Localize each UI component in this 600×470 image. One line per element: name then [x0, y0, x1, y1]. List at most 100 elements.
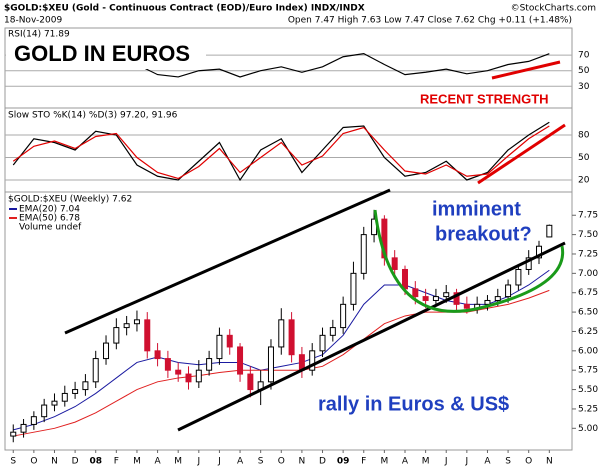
annotation: rally in Euros & US$: [318, 393, 509, 415]
x-tick-label: F: [361, 457, 366, 467]
x-tick-label: S: [258, 457, 264, 467]
candle-body: [206, 358, 213, 371]
annotations: [64, 60, 566, 432]
candle-body: [10, 431, 17, 437]
x-tick-label: D: [319, 457, 326, 467]
y-tick-label: 7.50: [578, 230, 598, 240]
candle-body: [30, 416, 37, 425]
candle-body: [82, 381, 89, 391]
cup-arc: [373, 209, 565, 313]
candle-body: [463, 303, 470, 309]
candle-body: [401, 268, 408, 290]
annotation: GOLD IN EUROS: [14, 41, 190, 66]
candle-body: [123, 323, 130, 329]
candle-body: [350, 272, 357, 305]
x-tick-label: M: [380, 457, 388, 467]
header-source: ©StockCharts.com: [511, 4, 596, 14]
x-tick-label: O: [525, 457, 532, 467]
y-tick-label: 6.25: [578, 327, 598, 337]
candle-body: [216, 334, 223, 360]
x-tick-label: A: [402, 457, 409, 467]
y-tick-label: 6.50: [578, 308, 598, 318]
x-tick-label: A: [154, 457, 161, 467]
candle-body: [195, 369, 202, 383]
legend-entry: Volume undef: [19, 223, 82, 233]
candle-body: [226, 334, 233, 348]
x-tick-label: J: [196, 457, 200, 467]
candle-body: [494, 296, 501, 301]
header-symbol: $GOLD:$XEU (Gold - Continuous Contract (…: [4, 4, 365, 14]
candle-body: [164, 358, 171, 371]
candle-body: [443, 292, 450, 298]
x-tick-label: M: [422, 457, 430, 467]
candle-body: [453, 292, 460, 305]
annotation: RECENT STRENGTH: [420, 91, 549, 106]
candle-body: [288, 319, 295, 356]
candle-body: [412, 288, 419, 298]
y-tick-label: 5.00: [578, 424, 598, 434]
x-tick-label: A: [237, 457, 244, 467]
candle-body: [329, 327, 336, 336]
candle-body: [92, 358, 99, 383]
x-tick-label: F: [114, 457, 119, 467]
panel-title: RSI(14) 71.89: [8, 30, 70, 40]
series-line: [12, 125, 550, 180]
y-tick-label: 70: [578, 51, 590, 61]
legend-entry: $GOLD:$XEU (Weekly) 7.62: [8, 195, 132, 205]
x-tick-label: 08: [89, 457, 102, 467]
candle-body: [41, 404, 48, 418]
candle-body: [422, 296, 429, 301]
y-tick-label: 80: [578, 131, 590, 141]
candle-body: [51, 400, 58, 406]
candle-body: [267, 346, 274, 383]
candle-body: [515, 268, 522, 286]
candle-body: [432, 296, 439, 301]
x-tick-label: J: [217, 457, 221, 467]
channel-lower: [177, 241, 566, 432]
y-tick-label: 7.25: [578, 249, 598, 259]
annotation: breakout?: [435, 223, 532, 245]
y-tick-label: 5.75: [578, 366, 598, 376]
candle-body: [103, 342, 110, 360]
candle-body: [237, 346, 244, 375]
x-tick-label: O: [30, 457, 37, 467]
candle-body: [505, 284, 512, 298]
candle-body: [247, 373, 254, 391]
legend-entry: EMA(20) 7.04: [19, 205, 80, 215]
candle-body: [340, 303, 347, 329]
y-tick-label: 5.50: [578, 385, 598, 395]
candle-body: [72, 389, 79, 394]
candle-body: [360, 234, 367, 274]
candle-body: [61, 392, 68, 402]
y-tick-label: 20: [578, 176, 590, 186]
y-tick-label: 30: [578, 82, 590, 92]
x-tick-label: D: [72, 457, 79, 467]
candle-body: [391, 257, 398, 270]
x-tick-label: M: [174, 457, 182, 467]
x-tick-label: S: [10, 457, 16, 467]
y-tick-label: 5.25: [578, 404, 598, 414]
x-tick-label: M: [133, 457, 141, 467]
candle-body: [319, 334, 326, 352]
candle-body: [144, 319, 151, 352]
x-tick-label: J: [444, 457, 448, 467]
x-tick-label: 09: [337, 457, 350, 467]
candle-body: [525, 257, 532, 270]
candle-body: [484, 299, 491, 305]
price-panel: [4, 191, 573, 451]
x-tick-label: N: [51, 457, 58, 467]
x-tick-label: S: [505, 457, 511, 467]
x-tick-label: N: [299, 457, 306, 467]
rsi-trend: [491, 60, 561, 80]
candle-body: [175, 369, 182, 375]
y-tick-label: 7.75: [578, 211, 598, 221]
x-tick-label: J: [465, 457, 469, 467]
y-tick-label: 50: [578, 153, 590, 163]
candle-body: [536, 245, 543, 259]
y-tick-label: 7.00: [578, 269, 598, 279]
channel-upper: [64, 188, 391, 335]
series-line: [12, 121, 550, 182]
legend-entry: EMA(50) 6.78: [19, 214, 80, 224]
